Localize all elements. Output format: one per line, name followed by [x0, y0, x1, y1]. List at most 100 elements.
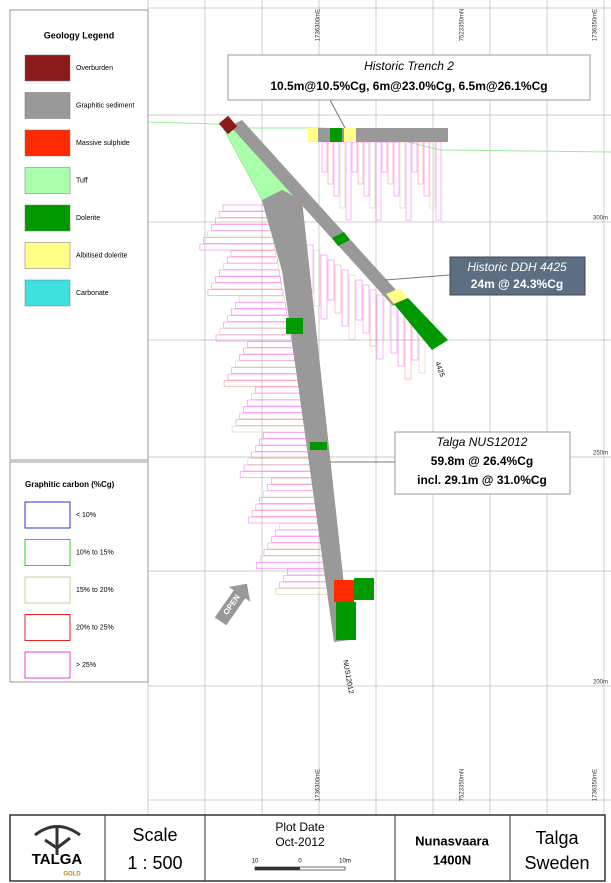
grid-label: 7523350mN — [460, 9, 466, 42]
legend-label: 15% to 20% — [76, 587, 114, 594]
legend-swatch — [24, 167, 71, 194]
callout-box — [227, 54, 591, 101]
legend-swatch — [24, 651, 71, 679]
callout-title: Historic DDH 4425 — [467, 260, 567, 274]
callout-title: Historic Trench 2 — [364, 59, 454, 73]
assay-bar — [348, 274, 356, 340]
legend-swatch — [24, 242, 71, 269]
assay-bar — [383, 299, 391, 341]
legend-label: 10% to 15% — [76, 549, 114, 556]
grid-label: 1736300mE — [316, 769, 322, 801]
logo-sub: GOLD — [63, 872, 81, 878]
legend-swatch — [24, 501, 71, 529]
trench — [308, 128, 448, 142]
pointer — [329, 99, 346, 129]
carbon-legend — [9, 461, 149, 683]
country: Sweden — [524, 853, 589, 873]
legend-label: Massive sulphide — [76, 140, 130, 147]
grid-label: 1736350mE — [593, 769, 599, 801]
assay-bar — [199, 243, 276, 251]
assay-bar — [320, 254, 328, 320]
assay-bar — [231, 308, 287, 316]
assay-bar — [334, 264, 342, 314]
assay-bar — [238, 295, 285, 303]
legend-title: Graphitic carbon (%Cg) — [25, 480, 115, 489]
sulphide-interval — [334, 580, 354, 602]
dolerite-interval — [336, 602, 356, 640]
grid-label: 200m — [593, 680, 608, 686]
legend-swatch — [24, 576, 71, 604]
assay-bar — [376, 294, 384, 360]
legend-items: Overburden Graphitic sediment Massive sulp… — [24, 54, 134, 307]
legend-label: Dolerite — [76, 215, 100, 222]
grid-label: 250m — [593, 451, 608, 457]
assay-bar — [223, 263, 279, 270]
assay-bar — [355, 279, 363, 321]
assay-bar — [246, 341, 293, 348]
scale-bar-label: 0 — [298, 859, 302, 865]
assay-bar — [341, 269, 349, 327]
legend-swatch — [24, 204, 71, 232]
assay-bar — [327, 259, 335, 301]
legend-label: < 10% — [76, 512, 96, 519]
albitised-interval — [308, 128, 318, 142]
legend-swatch — [24, 129, 71, 157]
callout-title: Talga NUS12012 — [437, 435, 528, 449]
dolerite-interval — [332, 232, 350, 246]
dolerite-interval — [394, 298, 448, 350]
callout-line: incl. 29.1m @ 31.0%Cg — [417, 473, 547, 487]
geology-legend — [9, 9, 149, 461]
legend-label: Tuff — [76, 177, 88, 184]
albitised-interval — [344, 128, 356, 142]
pointer — [384, 274, 451, 281]
legend-label: > 25% — [76, 662, 96, 669]
callout-box — [394, 431, 571, 495]
callout-line: 10.5m@10.5%Cg, 6m@23.0%Cg, 6.5m@26.1%Cg — [270, 79, 547, 93]
legend-label: 20% to 25% — [76, 624, 114, 631]
plot-date-label: Plot Date — [275, 820, 325, 834]
legend-swatch — [24, 54, 71, 82]
legend-swatch — [24, 614, 71, 641]
grid-label: 300m — [593, 216, 608, 222]
legend-title: Geology Legend — [44, 30, 115, 40]
callout-line: 24m @ 24.3%Cg — [471, 277, 563, 291]
scale-bar-label: 10 — [252, 859, 259, 865]
assay-bar — [235, 302, 286, 309]
assay-bar — [219, 269, 280, 277]
dolerite-interval — [310, 442, 327, 450]
hole-4425 — [230, 120, 405, 306]
title-block: TALGA GOLD Scale 1 : 500 Plot Date Oct-2… — [9, 814, 606, 882]
hole-label: 4425 — [433, 361, 445, 378]
scale: 1 : 500 — [127, 853, 182, 873]
grid: 1736300mE 7523350mN 1736350mE 1736300mE 7523… — [147, 0, 611, 815]
logo: TALGA — [32, 851, 83, 868]
dolerite-interval — [286, 318, 303, 334]
hole-nus12012 — [262, 190, 350, 642]
legend-swatch — [24, 92, 71, 119]
legend-label: Albitised dolerite — [76, 252, 127, 259]
legend-label: Graphitic sediment — [76, 102, 134, 109]
assay-bar — [230, 250, 277, 257]
scale-bar-label: 10m — [339, 859, 351, 865]
legend-swatch — [24, 279, 71, 307]
legend-swatch — [24, 539, 71, 566]
scale-label: Scale — [132, 825, 177, 845]
dolerite-interval — [330, 128, 342, 142]
overburden — [218, 115, 238, 135]
legend-items: < 10% 10% to 15% 15% to 20% 20% to 25% > 25% — [24, 501, 114, 679]
section-sub: 1400N — [433, 852, 471, 867]
albitised-interval — [386, 288, 408, 304]
grid-label: 7523350mN — [460, 769, 466, 802]
callout-line: 59.8m @ 26.4%Cg — [431, 454, 533, 468]
section: Nunasvaara — [415, 833, 489, 848]
legend-label: Overburden — [76, 65, 113, 72]
assay-bar — [362, 284, 370, 334]
assay-bar — [369, 289, 377, 347]
grid-label: 1736300mE — [316, 9, 322, 41]
assay-bar — [215, 334, 292, 342]
plot-date: Oct-2012 — [275, 835, 325, 849]
assay-bar — [207, 289, 284, 296]
grid-label: 1736350mE — [593, 9, 599, 41]
assay-bar — [226, 256, 278, 264]
